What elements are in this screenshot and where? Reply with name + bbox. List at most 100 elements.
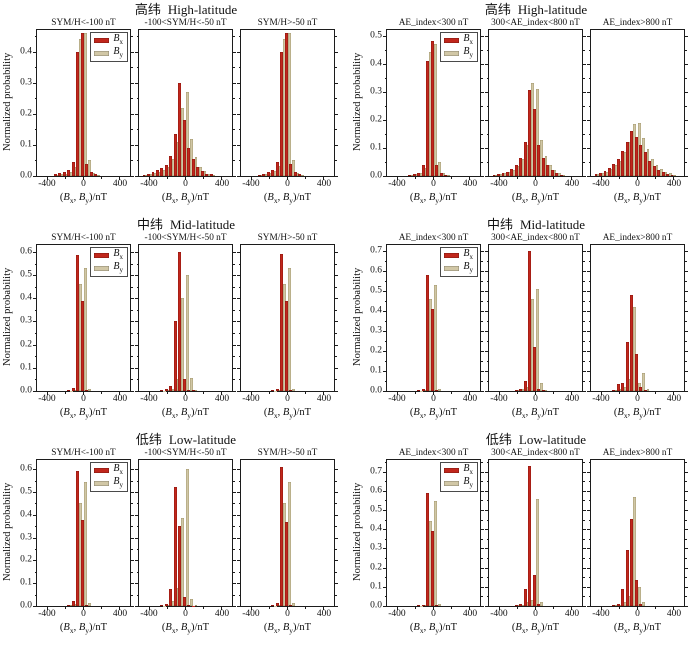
x-tick-label: 400: [316, 179, 332, 189]
bx-bar: [155, 170, 159, 176]
by-bar: [265, 174, 269, 176]
x-tick: [499, 606, 501, 610]
by-bar: [176, 379, 180, 391]
by-bar: [260, 175, 264, 176]
y-tick: [485, 490, 489, 492]
y-tick: [486, 361, 489, 362]
x-tick-labels: -400 0 400: [386, 394, 481, 406]
y-tick: [582, 461, 585, 463]
by-bar: [517, 390, 521, 391]
y-tick: [334, 571, 337, 573]
y-tick: [485, 529, 489, 531]
y-tick: [582, 586, 586, 588]
y-tick: [238, 594, 241, 596]
y-tick: [33, 560, 37, 562]
by-bar: [499, 174, 503, 176]
y-tick: [136, 379, 139, 381]
y-tick: [480, 331, 484, 332]
y-tick: [334, 321, 338, 323]
by-bar: [79, 284, 83, 391]
x-tick-label: 0: [533, 609, 538, 619]
panel-row: SYM/H<-100 nT 0.0 0.1 0.2 0.3 0.4 0.5 0.6 Bx By -4…: [0, 447, 350, 637]
bx-bar: [85, 163, 89, 176]
y-tick: [136, 480, 139, 482]
y-tick: [588, 361, 591, 362]
y-tick: [130, 144, 134, 146]
y-tick: [587, 606, 591, 607]
y-tick: [237, 391, 241, 392]
y-tick: [587, 529, 591, 531]
y-tick: [684, 261, 687, 262]
group-title-cn: 高纬: [484, 2, 511, 17]
bx-bar: [187, 389, 191, 391]
group-low-symh: 低纬 Low-latitude Normalized probability SY…: [0, 430, 350, 646]
y-tick: [135, 82, 139, 84]
bx-bar: [293, 172, 297, 176]
bx-bar: [76, 51, 80, 176]
y-tick-label: 0.3: [20, 532, 32, 543]
y-tick: [582, 341, 585, 342]
y-tick-label: 0.2: [20, 108, 32, 119]
y-tick: [383, 251, 387, 252]
by-bar: [424, 167, 428, 176]
by-bar: [296, 172, 300, 176]
bx-bar: [594, 173, 598, 176]
y-tick: [587, 371, 591, 372]
y-tick: [684, 381, 687, 382]
group-title-cn: 高纬: [134, 2, 161, 17]
y-tick: [130, 480, 133, 482]
bx-bar: [430, 531, 434, 606]
x-tick: [397, 606, 399, 610]
y-tick: [334, 594, 337, 596]
bx-bar: [164, 389, 168, 391]
x-tick: [269, 606, 271, 609]
bx-bar: [80, 300, 84, 391]
bx-bar: [85, 389, 89, 391]
bx-bar: [417, 605, 421, 606]
y-tick: [480, 481, 483, 483]
y-tick: [136, 160, 139, 162]
bx-bar: [200, 171, 204, 176]
y-tick: [383, 311, 387, 312]
y-tick: [237, 537, 241, 539]
bx-bar: [643, 152, 647, 176]
y-tick: [34, 67, 37, 69]
y-tick: [130, 309, 133, 311]
y-tick: [232, 263, 235, 265]
group-title-en: High-latitude: [517, 2, 588, 17]
by-bar: [553, 170, 557, 176]
y-tick: [334, 333, 337, 335]
y-tick: [588, 301, 591, 302]
y-tick: [135, 469, 139, 471]
bx-bar: [639, 387, 643, 391]
x-tick-label: -400: [140, 179, 158, 189]
legend-item-bx: Bx: [444, 33, 473, 47]
bx-bar: [426, 275, 430, 391]
bx-bar: [523, 588, 527, 606]
by-bar: [88, 603, 91, 606]
group-title-cn: 中纬: [136, 217, 163, 232]
by-bar: [301, 175, 304, 176]
y-tick: [582, 381, 585, 382]
y-tick: [238, 67, 241, 69]
bx-bar: [523, 142, 527, 176]
bx-bar: [160, 605, 164, 606]
y-tick: [582, 161, 585, 163]
bx-bar: [612, 164, 616, 176]
legend-label-bx: Bx: [463, 463, 473, 476]
x-tick: [47, 176, 49, 180]
by-bar: [424, 389, 428, 391]
x-axis-label: (Bx, By)/nT: [613, 192, 662, 206]
y-tick: [135, 560, 139, 562]
panel-title: -100<SYM/H<-50 nT: [144, 233, 227, 243]
x-tick-label: 0: [285, 179, 290, 189]
y-tick: [130, 514, 134, 516]
y-tick: [384, 461, 387, 463]
y-tick: [135, 321, 139, 323]
y-tick-label: 0.6: [20, 463, 32, 474]
y-tick: [238, 571, 241, 573]
bx-bar: [532, 108, 536, 176]
y-tick: [684, 371, 688, 372]
x-tick: [619, 606, 621, 609]
bx-bar: [187, 604, 191, 606]
